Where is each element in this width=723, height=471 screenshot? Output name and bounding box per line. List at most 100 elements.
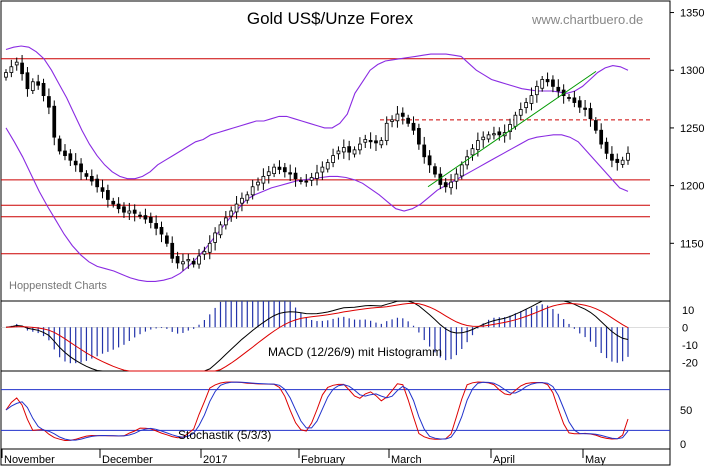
uptrend-line bbox=[427, 70, 597, 188]
candle-body-down bbox=[84, 173, 89, 177]
candle-body-down bbox=[191, 260, 196, 265]
candle bbox=[492, 126, 496, 140]
candle-body-up bbox=[626, 152, 630, 161]
candle-body-down bbox=[288, 172, 293, 175]
candle-body-up bbox=[202, 250, 207, 255]
candle bbox=[148, 212, 153, 229]
candle bbox=[95, 174, 100, 193]
candle-body-down bbox=[175, 256, 180, 264]
candle bbox=[599, 123, 604, 149]
candle-body-down bbox=[25, 72, 30, 90]
candle bbox=[293, 167, 298, 187]
candle bbox=[583, 100, 587, 117]
candle-body-up bbox=[213, 232, 217, 243]
candle bbox=[406, 114, 411, 127]
candle bbox=[315, 164, 319, 186]
candle bbox=[384, 116, 389, 146]
candle-body-down bbox=[577, 100, 582, 108]
candle bbox=[341, 139, 346, 159]
candle-body-up bbox=[352, 149, 357, 155]
candle bbox=[604, 137, 609, 160]
candle-body-up bbox=[379, 140, 384, 146]
candle-body-down bbox=[138, 214, 142, 217]
candle-body-up bbox=[197, 255, 201, 265]
candle bbox=[14, 57, 19, 71]
candle-body-up bbox=[240, 197, 244, 204]
candle-body-up bbox=[358, 143, 362, 151]
candle bbox=[331, 148, 335, 168]
candle bbox=[534, 80, 539, 103]
candle bbox=[229, 206, 234, 222]
date-axis bbox=[0, 448, 671, 466]
candle-body-down bbox=[165, 235, 169, 244]
candle bbox=[481, 131, 486, 148]
candle-body-up bbox=[14, 61, 19, 66]
candle bbox=[610, 146, 614, 168]
candle-body-up bbox=[9, 66, 14, 73]
candle-body-down bbox=[36, 81, 41, 86]
candle bbox=[73, 153, 78, 172]
candle-body-up bbox=[245, 194, 250, 201]
candle bbox=[181, 253, 185, 271]
candle bbox=[347, 140, 352, 161]
candle-body-down bbox=[545, 79, 550, 83]
candle bbox=[57, 135, 62, 155]
candle-body-up bbox=[207, 242, 212, 253]
candle bbox=[309, 172, 314, 187]
candle bbox=[186, 253, 191, 269]
price-tick-label: 1150 bbox=[680, 238, 704, 250]
candle-body-down bbox=[588, 108, 593, 120]
candle-body-up bbox=[508, 124, 512, 133]
candle-body-down bbox=[422, 144, 427, 158]
candle-body-up bbox=[272, 166, 276, 175]
candle-body-down bbox=[347, 146, 352, 153]
macd-signal-line bbox=[5, 302, 629, 372]
candle-body-down bbox=[417, 127, 421, 145]
candle-body-up bbox=[266, 171, 271, 176]
candle-body-up bbox=[470, 148, 475, 156]
stochastic-tick-label: 50 bbox=[680, 405, 692, 417]
candle bbox=[540, 76, 545, 92]
candle-body-down bbox=[593, 120, 598, 131]
candle-body-down bbox=[277, 166, 282, 170]
candle bbox=[411, 116, 416, 135]
candle bbox=[261, 168, 266, 190]
candle bbox=[100, 179, 105, 199]
stochastic-d-line bbox=[5, 381, 629, 441]
candle-body-down bbox=[159, 226, 164, 235]
candle bbox=[89, 169, 94, 186]
candle-body-up bbox=[4, 72, 8, 78]
candle-body-down bbox=[73, 160, 78, 166]
candle-body-down bbox=[497, 131, 502, 136]
candle bbox=[567, 94, 571, 102]
watermark-label: Hoppenstedt Charts bbox=[9, 280, 107, 292]
candle bbox=[84, 170, 89, 180]
candle-body-down bbox=[79, 163, 83, 173]
candle bbox=[620, 156, 625, 168]
candle-body-down bbox=[583, 107, 587, 110]
candle bbox=[454, 168, 459, 190]
candle-body-down bbox=[599, 129, 604, 145]
candle bbox=[577, 96, 582, 113]
candle bbox=[449, 174, 453, 195]
candle-body-down bbox=[20, 62, 24, 75]
candle bbox=[417, 123, 421, 150]
candle bbox=[320, 161, 325, 181]
candle bbox=[25, 67, 30, 97]
candle-body-down bbox=[604, 141, 609, 154]
candle-body-down bbox=[106, 190, 110, 200]
candle bbox=[336, 146, 341, 160]
candle-body-down bbox=[567, 97, 571, 99]
candle-body-up bbox=[234, 203, 239, 213]
candle bbox=[299, 177, 303, 185]
candle bbox=[250, 179, 255, 200]
candle-body-up bbox=[325, 162, 330, 170]
candle-body-down bbox=[374, 140, 378, 144]
candle-body-down bbox=[572, 97, 577, 103]
candle bbox=[379, 137, 384, 149]
candle-body-down bbox=[57, 138, 62, 152]
macd-tick-label: 10 bbox=[682, 305, 694, 317]
candle bbox=[556, 79, 561, 98]
candle-body-up bbox=[540, 79, 545, 89]
price-tick-label: 1200 bbox=[680, 181, 704, 193]
